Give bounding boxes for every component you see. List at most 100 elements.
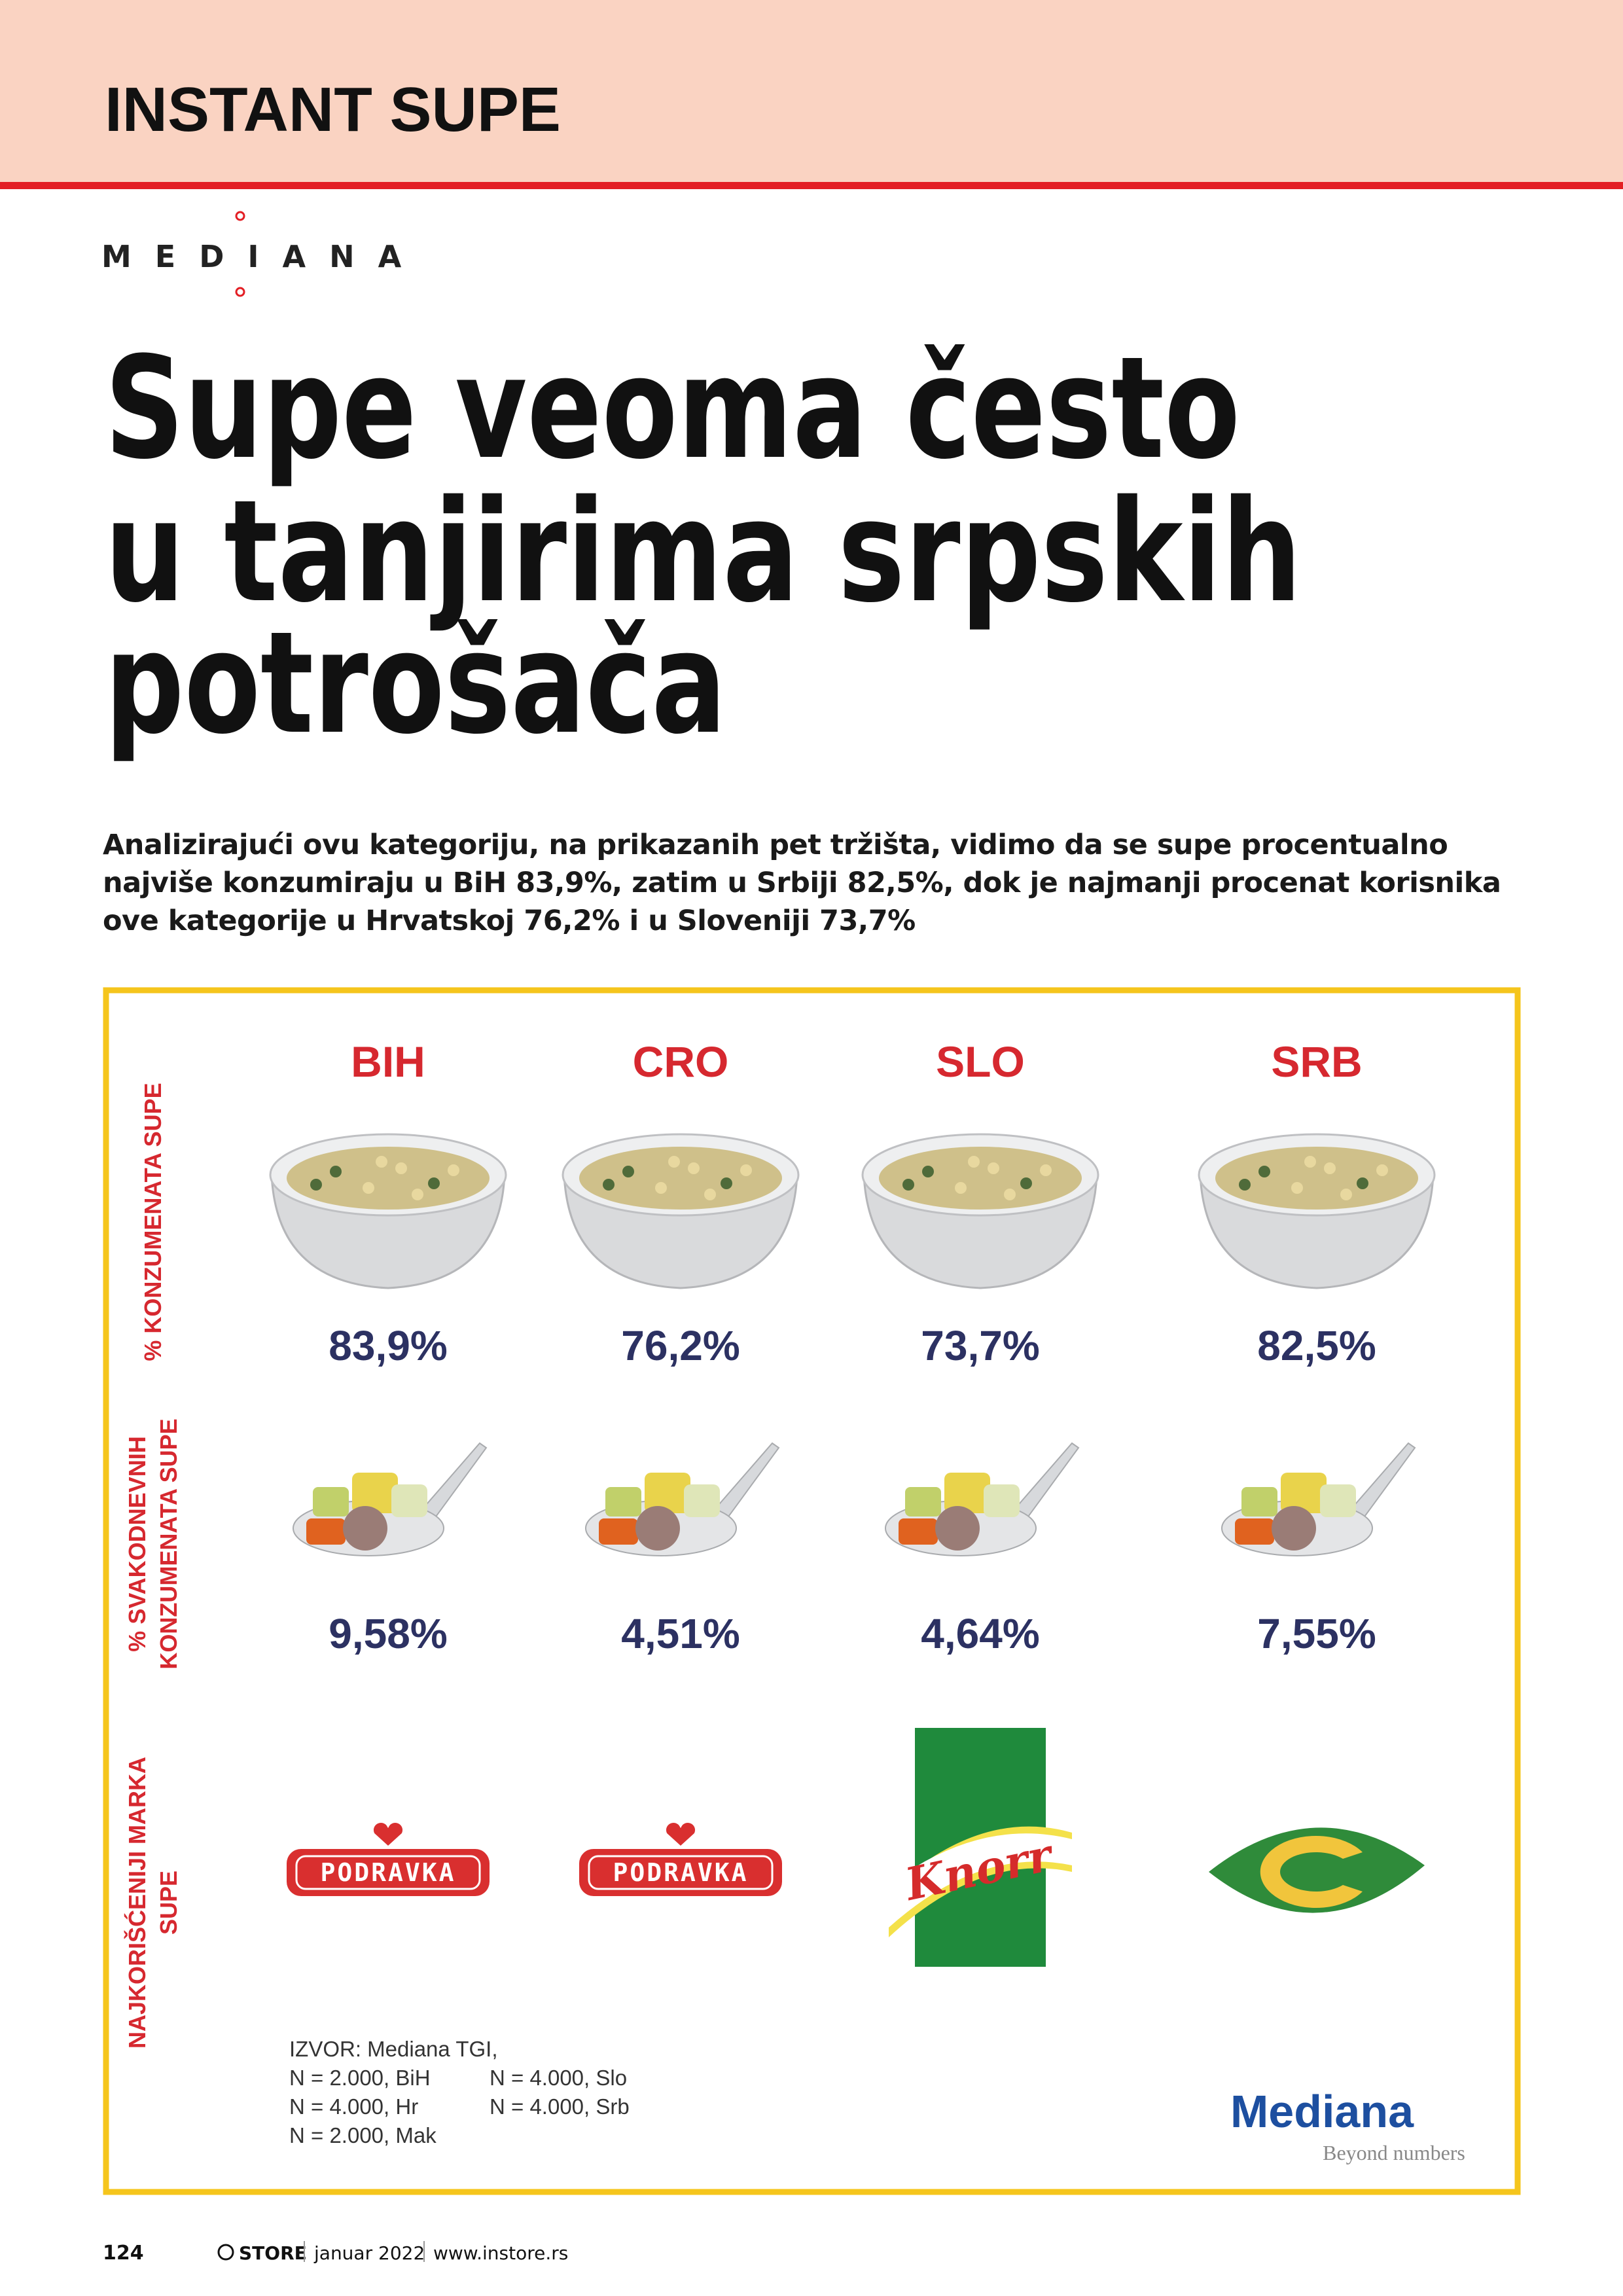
veg-potato [1281,1473,1327,1513]
lead-paragraph: Analizirajući ovu kategoriju, na prikaza… [103,829,1501,937]
podravka-inner [588,1855,774,1890]
podravka-wordmark: PODRAVKA [613,1858,748,1887]
meatball [1272,1506,1316,1551]
veg-carrot [599,1518,638,1545]
soup-piece [988,1162,999,1174]
soup-piece [622,1166,634,1177]
brand-logo: Knorr [889,1728,1072,1967]
row-label: NAJKORIŠĆENIJI MARKA [123,1757,151,2049]
source-note: N = 4.000, Slo [490,2066,627,2090]
row-label: SUPE [155,1871,182,1935]
soup [1215,1147,1418,1210]
spoon [585,1442,780,1556]
soup-piece [704,1189,716,1200]
consumers-share: 82,5% [1257,1322,1376,1369]
soup-piece [376,1156,387,1168]
soup-piece [412,1189,423,1200]
daily-share: 9,58% [329,1610,447,1657]
soup-piece [1304,1156,1316,1168]
spoon [1221,1442,1416,1556]
headline-line: u tanjirima srpskih [105,469,1302,634]
soup-piece [968,1156,980,1168]
soup-piece [655,1182,667,1194]
headline-line: Supe veoma često [105,326,1240,490]
veg-leek [1241,1487,1277,1516]
soup-piece [1258,1166,1270,1177]
soup-piece [1239,1179,1251,1191]
footer-date: januar 2022 [313,2242,425,2264]
veg-leek [313,1487,349,1516]
soup-bowl [562,1133,800,1289]
soup-piece [1291,1182,1303,1194]
consumers-share: 83,9% [329,1322,447,1369]
source-note: N = 2.000, BiH [289,2066,431,2090]
meatball [343,1506,387,1551]
row-label: % KONZUMENATA SUPE [139,1083,166,1361]
brand-logo: PODRAVKA [287,1820,490,1896]
logo-dot [235,287,245,297]
soup-piece [363,1182,374,1194]
veg-kohlrabi [1320,1484,1356,1517]
footer-url: www.instore.rs [433,2242,568,2264]
soup-piece [448,1164,459,1176]
veg-kohlrabi [984,1484,1020,1517]
soup-bowl [1198,1133,1436,1289]
spoon [293,1442,488,1556]
soup-piece [721,1177,732,1189]
knorr-swoosh-white [889,1833,1072,1928]
podravka-badge [579,1849,782,1896]
headline-line: potrošača [105,601,726,765]
podravka-wordmark: PODRAVKA [320,1858,455,1887]
meatball [635,1506,680,1551]
soup-piece [428,1177,440,1189]
veg-kohlrabi [391,1484,427,1517]
soup-piece [1357,1177,1368,1189]
soup-piece [395,1162,407,1174]
country-label: SRB [1271,1037,1362,1086]
mediana-tagline: Beyond numbers [1323,2141,1465,2164]
veg-potato [944,1473,990,1513]
logo-dot [235,211,245,221]
page-number: 124 [103,2242,144,2265]
row-label: KONZUMENATA SUPE [155,1418,182,1669]
soup-piece [1340,1189,1352,1200]
soup-piece [1324,1162,1336,1174]
header-rule [0,182,1623,189]
daily-share: 4,64% [921,1610,1039,1657]
soup-piece [310,1179,322,1191]
soup-piece [1004,1189,1016,1200]
footer-icon [217,2244,234,2261]
source-note: N = 4.000, Hr [289,2094,418,2119]
podravka-badge [287,1849,490,1896]
source-note: IZVOR: Mediana TGI, [289,2037,498,2061]
soup-piece [330,1166,342,1177]
veg-carrot [899,1518,938,1545]
soup-piece [1040,1164,1052,1176]
section-title: INSTANT SUPE [105,75,561,145]
daily-share: 7,55% [1257,1610,1376,1657]
country-label: BIH [351,1037,425,1086]
soup-piece [922,1166,934,1177]
soup-piece [902,1179,914,1191]
consumers-share: 76,2% [621,1322,740,1369]
soup-piece [1020,1177,1032,1189]
podravka-inner [295,1855,481,1890]
leaf-c [1260,1836,1363,1908]
soup-piece [1376,1164,1388,1176]
mediana-logo: Mediana [1230,2086,1414,2137]
mediana-logo: MEDIANA [101,239,425,274]
veg-carrot [306,1518,346,1545]
soup [579,1147,782,1210]
soup-piece [668,1156,680,1168]
source-note: N = 2.000, Mak [289,2123,437,2147]
podravka-heart [371,1820,405,1849]
header-band [0,0,1623,183]
soup-bowl [269,1133,507,1289]
footer-magazine: STORE [239,2242,307,2264]
veg-leek [905,1487,941,1516]
podravka-heart [664,1820,698,1849]
veg-potato [352,1473,398,1513]
soup-piece [955,1182,967,1194]
consumers-share: 73,7% [921,1322,1039,1369]
